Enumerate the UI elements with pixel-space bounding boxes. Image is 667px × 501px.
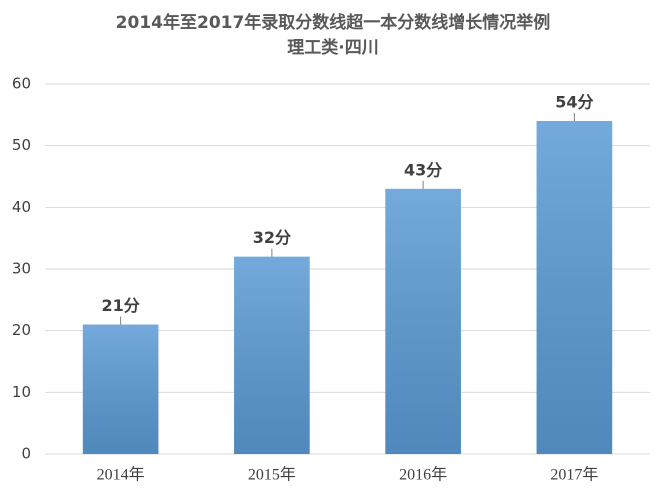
- chart-subtitle: 理工类·四川: [287, 37, 378, 58]
- y-tick-label: 60: [12, 75, 31, 93]
- bar-shade: [82, 324, 159, 454]
- bar-shade: [234, 256, 310, 454]
- bar-shade: [536, 121, 613, 454]
- x-tick-label: 2017年: [550, 466, 598, 484]
- y-tick-label: 30: [12, 260, 31, 278]
- value-label: 32分: [253, 228, 291, 247]
- value-label: 54分: [555, 93, 593, 112]
- x-tick-label: 2014年: [97, 466, 145, 484]
- value-label: 43分: [404, 160, 442, 179]
- x-tick-label: 2016年: [399, 466, 447, 484]
- value-label: 21分: [101, 296, 139, 315]
- y-tick-label: 0: [21, 445, 31, 463]
- x-tick-label: 2015年: [248, 466, 296, 484]
- chart-title: 2014年至2017年录取分数线超一本分数线增长情况举例: [116, 12, 551, 33]
- bar-shade: [385, 188, 461, 455]
- y-tick-label: 20: [12, 321, 31, 339]
- y-tick-label: 50: [12, 136, 31, 154]
- y-tick-label: 10: [12, 383, 31, 401]
- y-tick-label: 40: [12, 198, 31, 216]
